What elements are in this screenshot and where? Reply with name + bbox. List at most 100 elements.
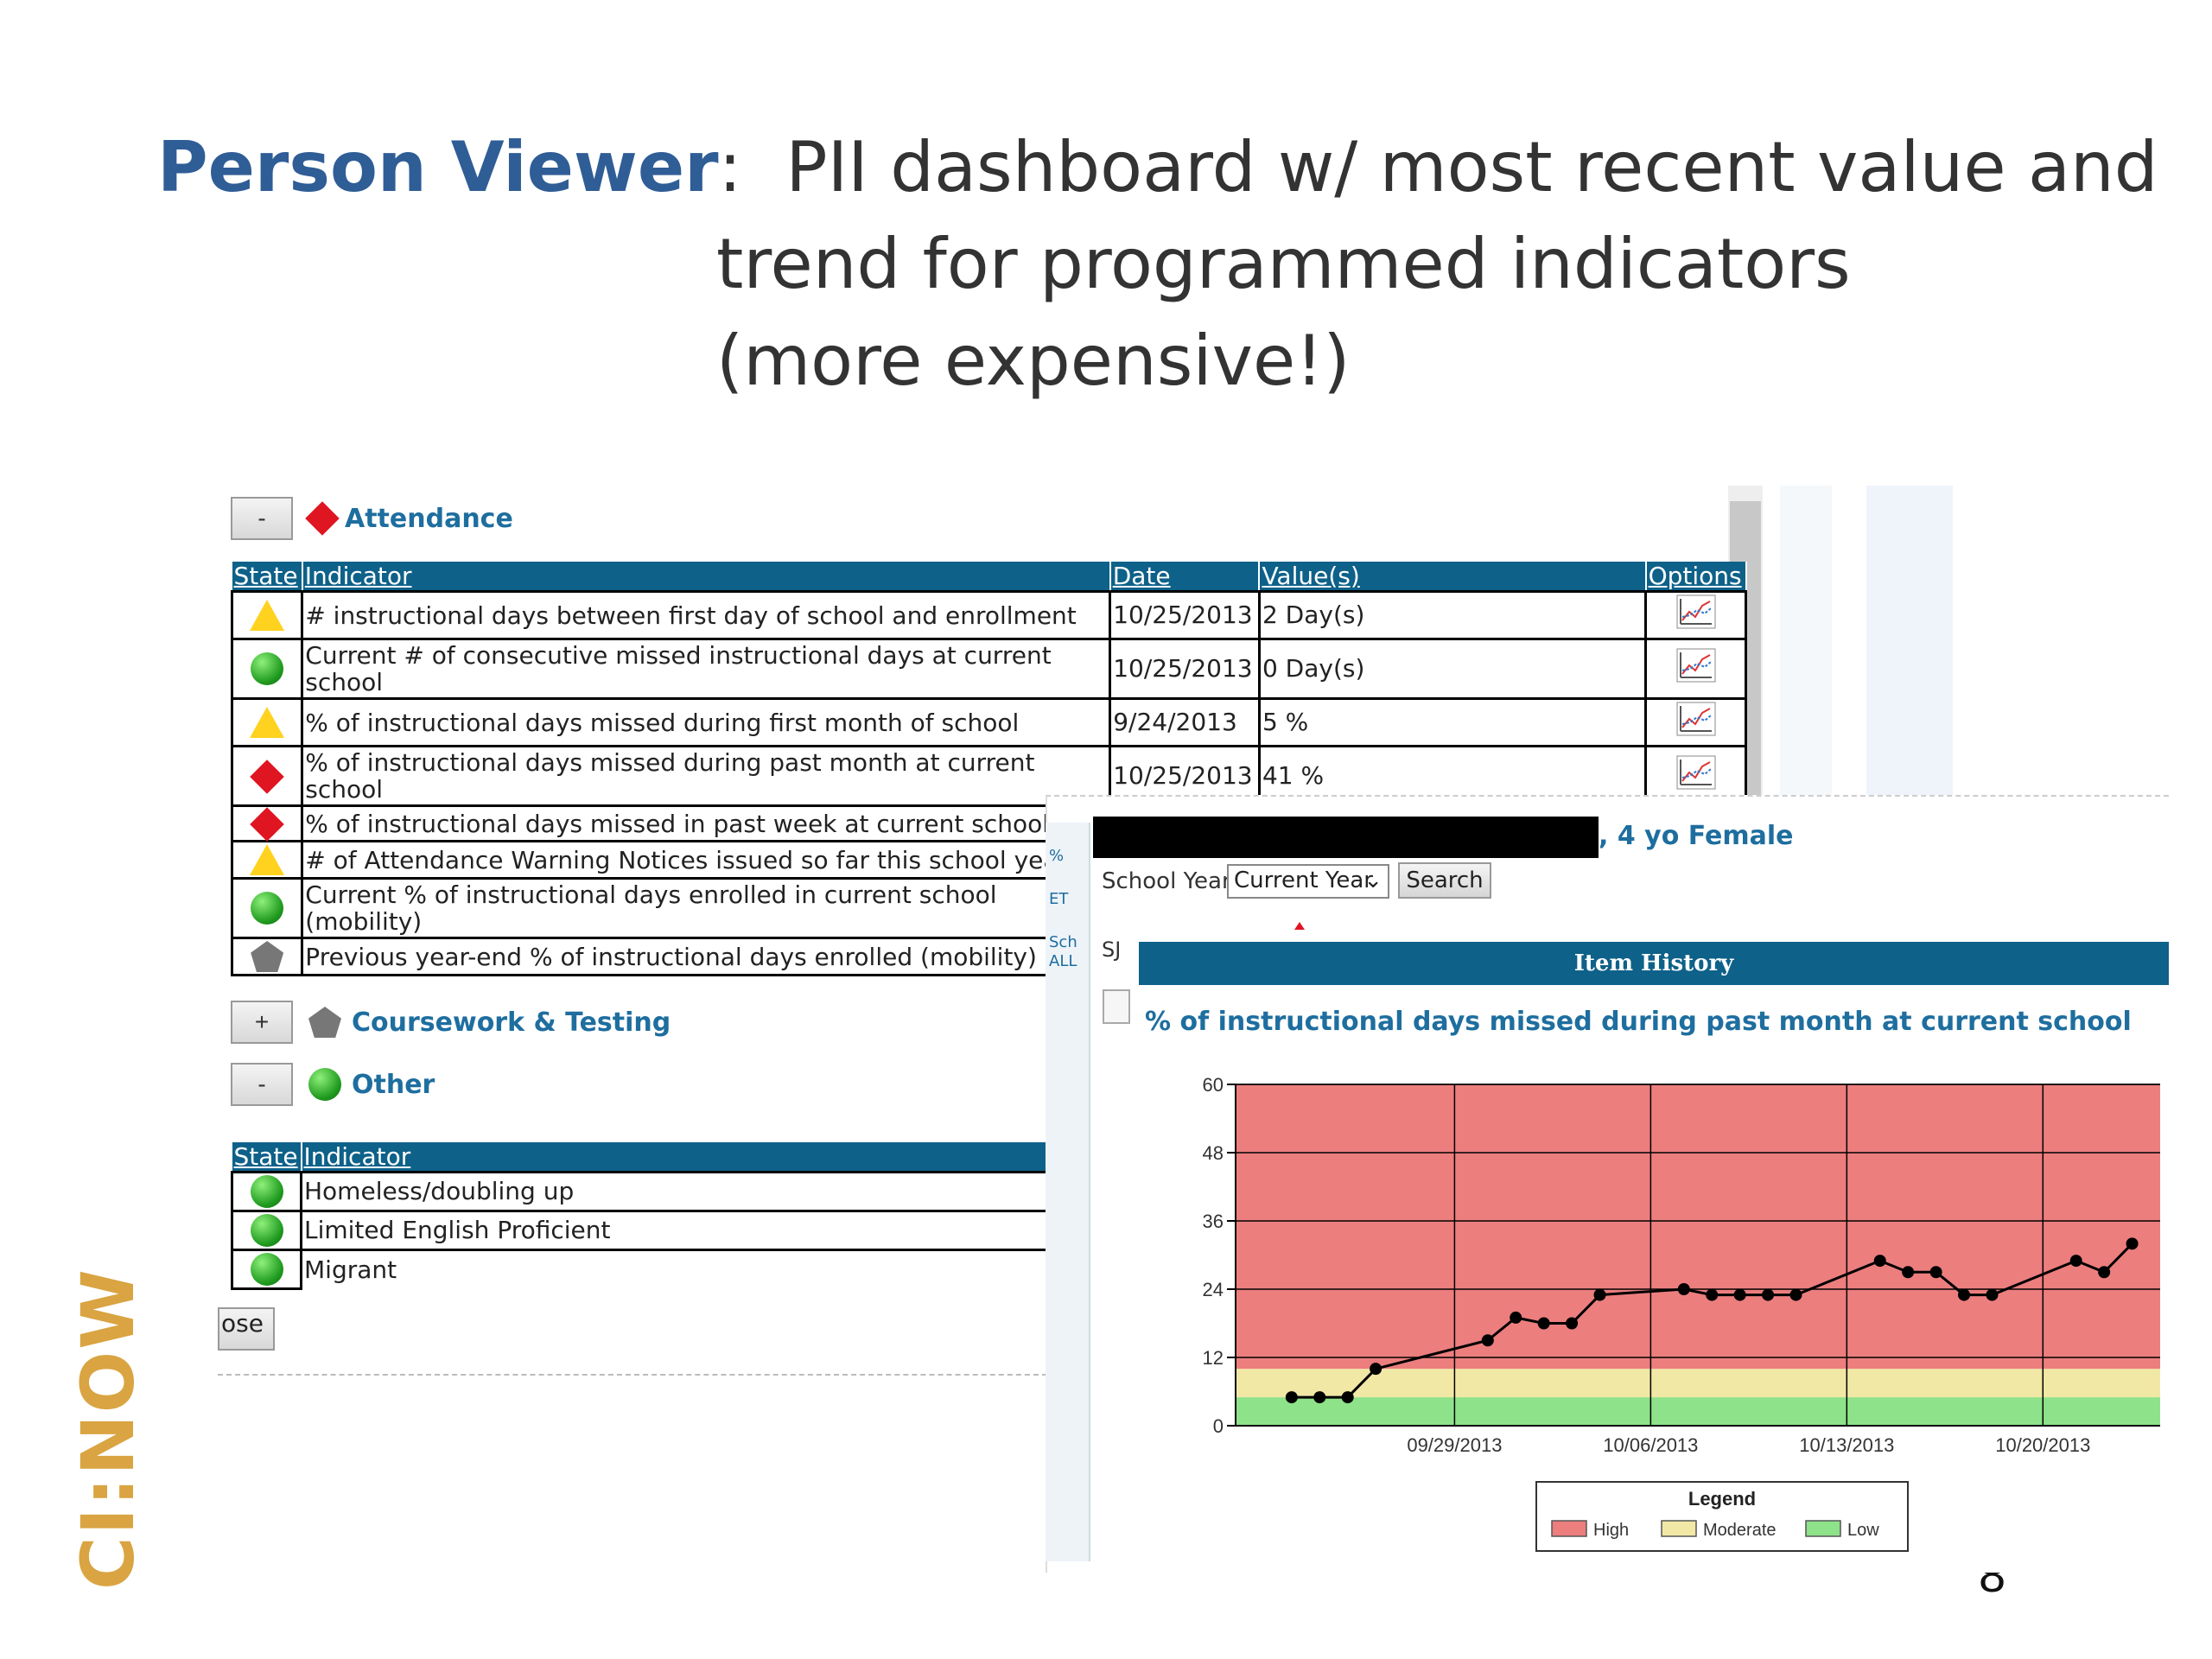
table-row: Homeless/doubling up — [231, 1171, 1052, 1212]
green-circle-icon — [251, 652, 284, 685]
other-table: State Indicator Homeless/doubling up Limi… — [231, 1142, 1052, 1290]
data-point — [1341, 1391, 1354, 1404]
legend-swatch-high — [1551, 1520, 1587, 1537]
series-line — [1291, 1243, 2133, 1399]
search-button[interactable]: Search — [1398, 862, 1491, 899]
red-diamond-icon — [250, 760, 284, 794]
indicator-cell: Current % of instructional days enrolled… — [301, 877, 1112, 939]
y-tick-label: 24 — [1203, 1279, 1224, 1300]
close-button[interactable]: ose — [218, 1307, 275, 1351]
table-row: Limited English Proficient — [231, 1210, 1052, 1251]
green-circle-icon — [308, 1068, 341, 1101]
other-collapse-button[interactable]: - — [231, 1063, 293, 1106]
column-header-state[interactable]: State — [232, 1142, 302, 1173]
redacted-name — [1093, 817, 1599, 858]
attendance-collapse-button[interactable]: - — [231, 497, 293, 540]
title-line-2: trend for programmed indicators — [716, 224, 1851, 304]
trend-chart-icon[interactable] — [1676, 648, 1716, 683]
column-header-date[interactable]: Date — [1109, 562, 1261, 592]
y-tick-label: 60 — [1203, 1074, 1224, 1096]
indicator-cell: % of instructional days missed during pa… — [301, 745, 1112, 807]
date-cell: 10/25/2013 — [1109, 590, 1261, 640]
school-year-label: School Year — [1102, 868, 1231, 894]
indicator-cell: Limited English Proficient — [300, 1210, 1052, 1251]
table-row: Previous year-end % of instructional day… — [230, 937, 1746, 976]
red-diamond-icon — [250, 807, 284, 842]
data-point — [1958, 1288, 1971, 1301]
yellow-triangle-icon — [250, 707, 285, 738]
sidebar-snippet: Sch — [1049, 933, 1077, 951]
sidebar-snippet: ALL — [1049, 952, 1077, 970]
legend-title: Legend — [1688, 1488, 1756, 1510]
data-point — [1762, 1288, 1775, 1301]
value-cell: 2 Day(s) — [1257, 590, 1648, 640]
indicator-cell: % of instructional days missed in past w… — [301, 804, 1112, 842]
data-point — [1986, 1288, 1999, 1301]
data-point — [1510, 1311, 1522, 1324]
data-point — [1929, 1266, 1942, 1279]
y-tick-label: 12 — [1203, 1347, 1224, 1369]
column-header-state[interactable]: State — [232, 562, 303, 592]
patient-info: , 4 yo Female — [1599, 821, 1794, 851]
data-point — [1285, 1391, 1298, 1404]
legend-label-moderate: Moderate — [1703, 1521, 1777, 1540]
logo-text: CI:NOW — [66, 1268, 150, 1590]
trend-chart-icon[interactable] — [1676, 594, 1716, 629]
title-brand: Person Viewer — [157, 127, 719, 207]
column-header-indicator[interactable]: Indicator — [302, 562, 1111, 592]
item-history-chart: 0 12 24 36 48 60 09/29/2013 10/06/2013 10/13/201… — [1203, 1074, 2160, 1552]
column-header-options[interactable]: Options — [1645, 562, 1747, 592]
green-circle-icon — [251, 892, 284, 925]
data-point — [1593, 1288, 1606, 1301]
attendance-section-header: - Attendance — [231, 494, 513, 543]
table-row: Migrant — [231, 1249, 1052, 1290]
x-tick-label: 10/06/2013 — [1603, 1434, 1698, 1456]
state-cell — [230, 590, 304, 640]
state-cell — [231, 1210, 302, 1251]
legend-swatch-low — [1805, 1520, 1841, 1537]
popup-sidebar: % ET Sch ALL — [1046, 823, 1090, 1561]
date-cell: 10/25/2013 — [1109, 638, 1261, 700]
other-title[interactable]: Other — [352, 1069, 435, 1100]
column-header-values[interactable]: Value(s) — [1259, 562, 1647, 592]
data-point — [1902, 1266, 1915, 1279]
y-tick-label: 36 — [1203, 1211, 1224, 1232]
green-circle-icon — [250, 1214, 283, 1247]
sidebar-snippet: ET — [1049, 890, 1069, 908]
indicator-cell: # instructional days between first day o… — [301, 590, 1112, 640]
data-point — [1873, 1255, 1886, 1268]
coursework-title[interactable]: Coursework & Testing — [352, 1007, 671, 1038]
data-point — [2126, 1237, 2139, 1250]
table-header-row: State Indicator Date Value(s) Options — [232, 562, 1747, 592]
table-row: Current % of instructional days enrolled… — [230, 877, 1746, 939]
title-colon: : — [718, 127, 742, 207]
state-cell — [231, 1249, 302, 1290]
yellow-triangle-icon — [250, 844, 285, 875]
value-cell: 5 % — [1257, 697, 1648, 747]
gray-pentagon-icon — [251, 941, 284, 972]
trend-chart-icon[interactable] — [1676, 755, 1716, 790]
chevron-down-icon: ⌄ — [1363, 868, 1382, 893]
coursework-expand-button[interactable]: + — [231, 1001, 293, 1044]
attendance-title[interactable]: Attendance — [345, 503, 513, 534]
table-row: % of instructional days missed during fi… — [230, 697, 1747, 747]
y-tick-label: 0 — [1213, 1415, 1224, 1437]
column-header-indicator[interactable]: Indicator — [301, 1142, 1052, 1173]
band-moderate — [1236, 1369, 2160, 1398]
table-row: # of Attendance Warning Notices issued s… — [230, 840, 1746, 880]
data-point — [2069, 1255, 2082, 1268]
title-line-3: (more expensive!) — [716, 321, 1351, 401]
other-section-header: - Other — [231, 1060, 435, 1109]
legend-box — [1535, 1481, 1909, 1552]
trend-chart-icon[interactable] — [1676, 702, 1716, 736]
data-point — [1566, 1317, 1579, 1330]
school-year-select[interactable]: Current Year ⌄ — [1227, 864, 1389, 899]
green-circle-icon — [250, 1175, 283, 1208]
table-row: # instructional days between first day o… — [230, 590, 1747, 640]
band-high — [1236, 1084, 2160, 1370]
state-cell — [230, 877, 304, 939]
table-header-row: State Indicator — [232, 1142, 1052, 1173]
state-cell — [230, 697, 304, 747]
popup-checkbox[interactable] — [1103, 989, 1130, 1024]
state-cell — [231, 1171, 302, 1212]
